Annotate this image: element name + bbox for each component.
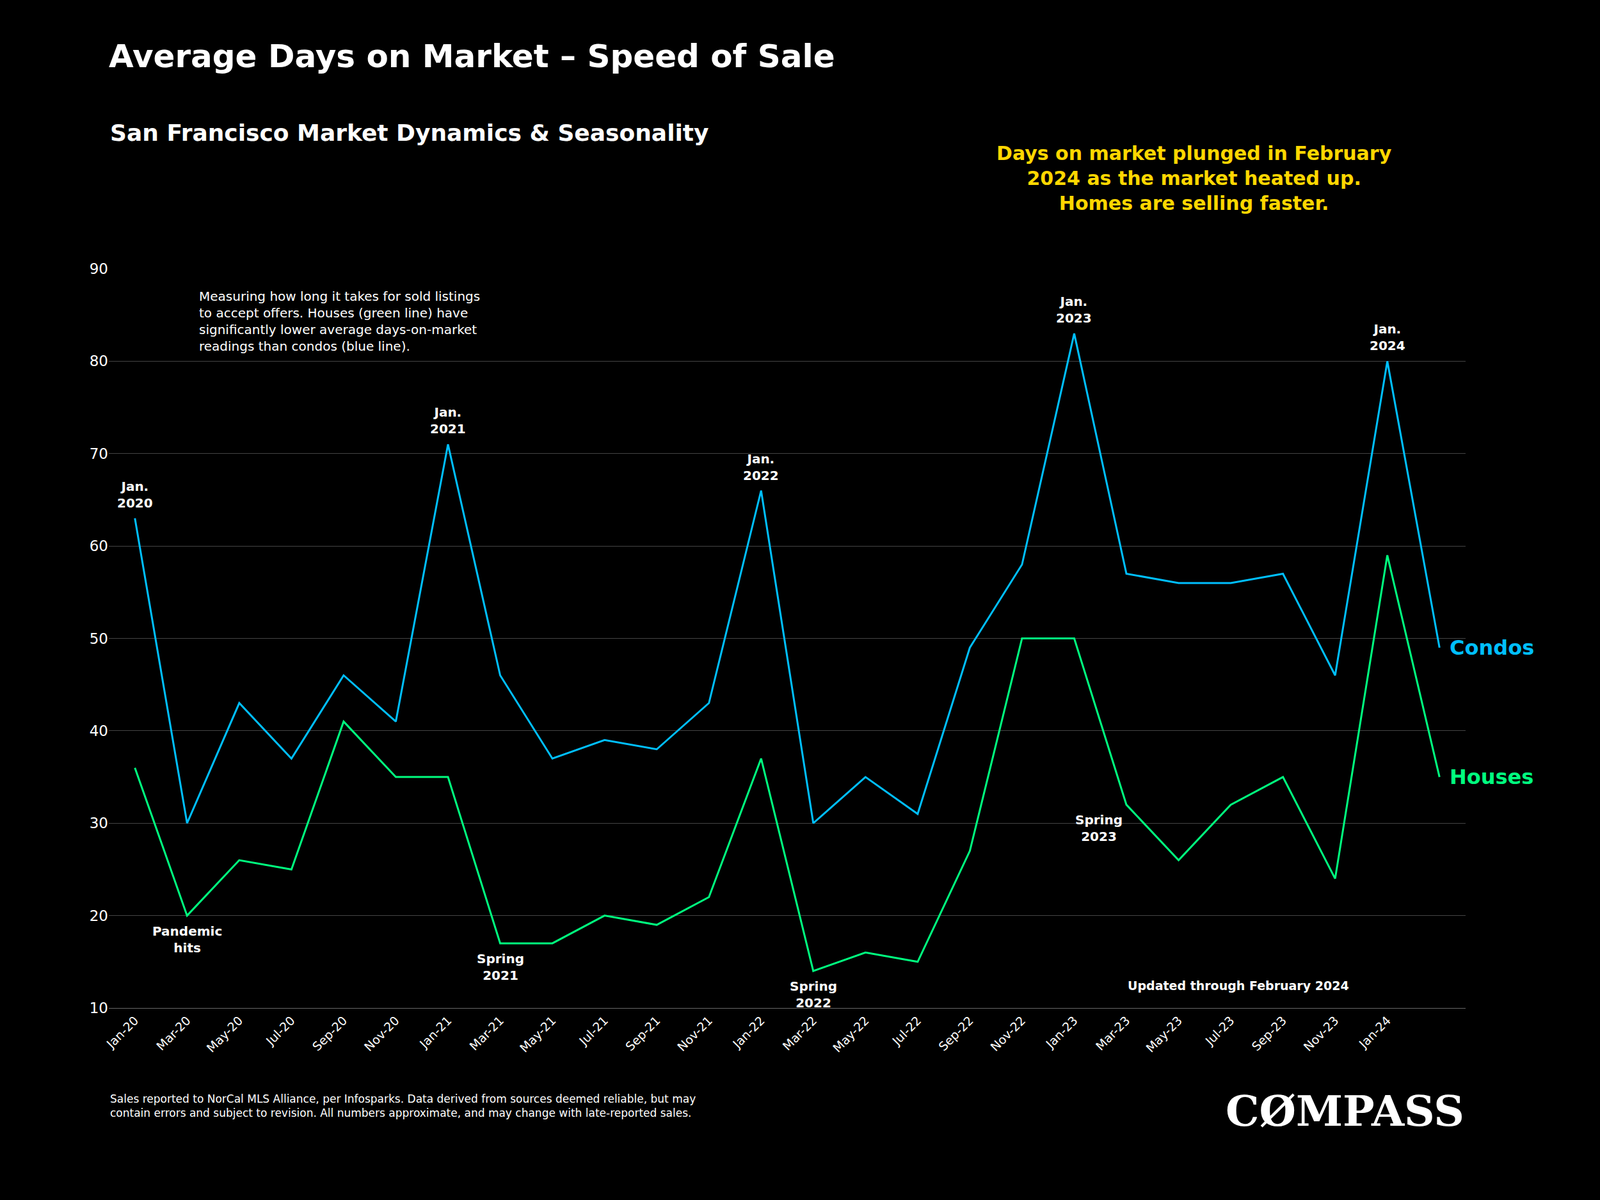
svg-text:60: 60 (89, 537, 109, 555)
svg-text:Spring2023: Spring2023 (1075, 812, 1123, 845)
svg-text:Jan-21: Jan-21 (416, 1013, 455, 1051)
svg-text:Jan-22: Jan-22 (729, 1013, 768, 1051)
svg-text:Updated through February 2024: Updated through February 2024 (1127, 978, 1350, 993)
svg-text:70: 70 (89, 445, 109, 463)
svg-text:10: 10 (89, 999, 109, 1017)
svg-text:40: 40 (89, 722, 109, 740)
svg-text:Jul-22: Jul-22 (888, 1013, 924, 1048)
svg-text:80: 80 (89, 352, 109, 370)
svg-text:Nov-21: Nov-21 (674, 1013, 715, 1054)
svg-text:Jan-24: Jan-24 (1355, 1013, 1394, 1051)
svg-text:Pandemichits: Pandemichits (152, 923, 223, 956)
svg-text:Mar-22: Mar-22 (779, 1013, 820, 1053)
svg-text:30: 30 (89, 814, 109, 832)
svg-text:Jan.2022: Jan.2022 (743, 451, 779, 484)
svg-text:Measuring how long it takes fo: Measuring how long it takes for sold lis… (199, 288, 480, 354)
svg-text:Jan-20: Jan-20 (103, 1013, 141, 1051)
svg-text:Spring2021: Spring2021 (476, 951, 525, 984)
svg-text:Sep-21: Sep-21 (622, 1013, 664, 1054)
svg-text:Jan.2021: Jan.2021 (430, 404, 466, 437)
svg-text:Mar-23: Mar-23 (1093, 1013, 1133, 1053)
svg-text:Jan.2023: Jan.2023 (1056, 293, 1092, 326)
svg-text:Sep-20: Sep-20 (309, 1013, 351, 1054)
svg-text:Nov-23: Nov-23 (1300, 1013, 1341, 1054)
svg-text:May-22: May-22 (830, 1013, 872, 1055)
svg-text:Spring2022: Spring2022 (789, 978, 838, 1011)
svg-text:Condos: Condos (1449, 635, 1535, 660)
svg-text:Sales reported to NorCal MLS A: Sales reported to NorCal MLS Alliance, p… (110, 1092, 696, 1120)
svg-text:Jul-21: Jul-21 (576, 1013, 611, 1048)
svg-text:Jan.2020: Jan.2020 (117, 478, 153, 511)
svg-text:Days on market plunged in Febr: Days on market plunged in February2024 a… (996, 142, 1392, 215)
svg-text:Jan.2024: Jan.2024 (1369, 321, 1406, 354)
svg-text:San Francisco Market Dynamics: San Francisco Market Dynamics & Seasonal… (110, 119, 710, 146)
svg-text:Nov-20: Nov-20 (361, 1013, 402, 1054)
svg-text:50: 50 (89, 630, 109, 648)
svg-text:90: 90 (89, 260, 109, 278)
svg-text:Sep-22: Sep-22 (935, 1013, 976, 1054)
svg-text:May-20: May-20 (203, 1013, 246, 1055)
svg-text:Jul-20: Jul-20 (263, 1013, 298, 1048)
svg-text:Jan-23: Jan-23 (1042, 1013, 1081, 1051)
svg-text:CØMPASS: CØMPASS (1225, 1086, 1465, 1136)
svg-text:May-21: May-21 (517, 1013, 559, 1055)
svg-text:May-23: May-23 (1143, 1013, 1185, 1055)
svg-text:Average Days on Market – Speed: Average Days on Market – Speed of Sale (108, 37, 836, 75)
svg-text:Mar-20: Mar-20 (153, 1013, 194, 1053)
svg-text:Jul-23: Jul-23 (1201, 1013, 1237, 1048)
svg-text:Sep-23: Sep-23 (1248, 1013, 1289, 1054)
svg-text:Mar-21: Mar-21 (466, 1013, 507, 1053)
svg-text:Houses: Houses (1449, 764, 1534, 790)
svg-text:Nov-22: Nov-22 (987, 1013, 1028, 1054)
svg-text:20: 20 (89, 907, 109, 925)
